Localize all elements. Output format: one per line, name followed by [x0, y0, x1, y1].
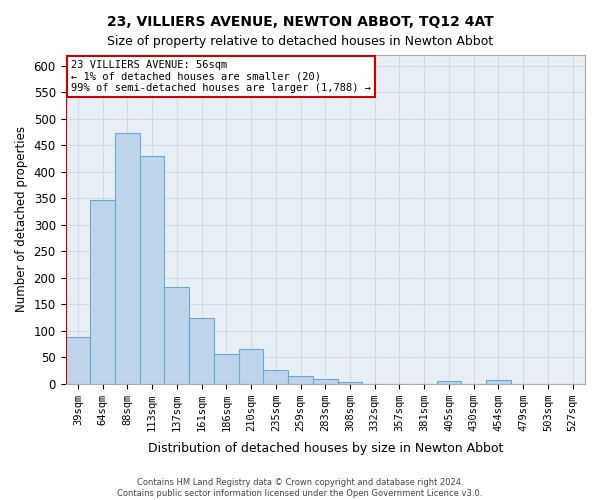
Bar — [189, 318, 214, 384]
Bar — [214, 354, 239, 384]
X-axis label: Distribution of detached houses by size in Newton Abbot: Distribution of detached houses by size … — [148, 442, 503, 455]
Bar — [90, 200, 115, 384]
Bar — [140, 156, 164, 384]
Bar — [288, 376, 313, 384]
Bar — [486, 380, 511, 384]
Bar — [313, 380, 338, 384]
Bar — [263, 370, 288, 384]
Text: Contains HM Land Registry data © Crown copyright and database right 2024.
Contai: Contains HM Land Registry data © Crown c… — [118, 478, 482, 498]
Bar — [437, 381, 461, 384]
Bar — [115, 133, 140, 384]
Bar — [65, 337, 90, 384]
Bar — [164, 286, 189, 384]
Y-axis label: Number of detached properties: Number of detached properties — [15, 126, 28, 312]
Text: 23 VILLIERS AVENUE: 56sqm
← 1% of detached houses are smaller (20)
99% of semi-d: 23 VILLIERS AVENUE: 56sqm ← 1% of detach… — [71, 60, 371, 93]
Text: Size of property relative to detached houses in Newton Abbot: Size of property relative to detached ho… — [107, 35, 493, 48]
Bar — [338, 382, 362, 384]
Text: 23, VILLIERS AVENUE, NEWTON ABBOT, TQ12 4AT: 23, VILLIERS AVENUE, NEWTON ABBOT, TQ12 … — [107, 15, 493, 29]
Bar — [239, 348, 263, 384]
